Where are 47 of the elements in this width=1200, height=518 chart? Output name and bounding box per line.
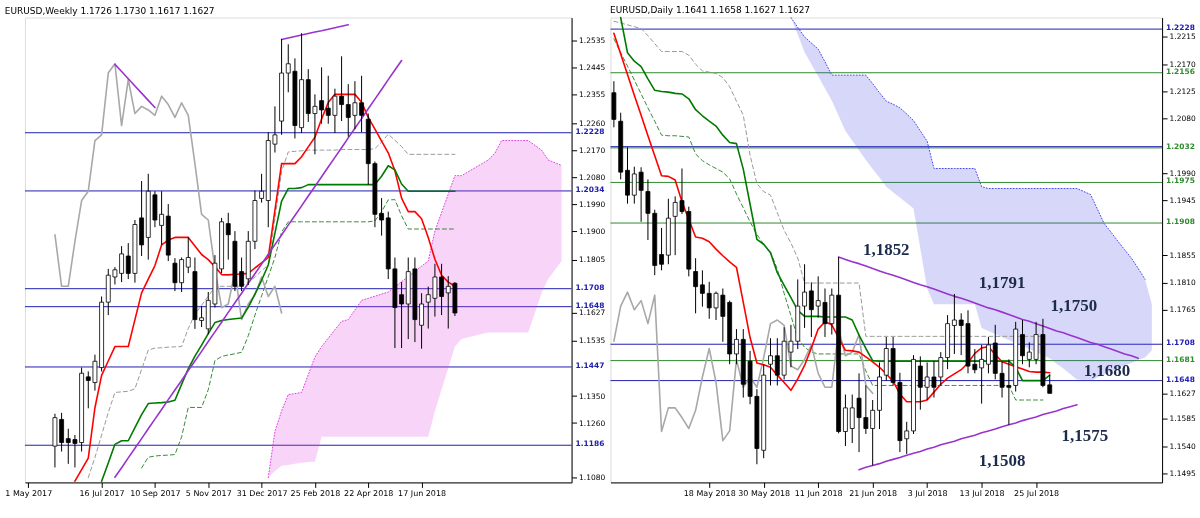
- candlestick: [225, 212, 231, 261]
- candlestick: [843, 394, 848, 447]
- chart-title: EURUSD,Daily 1.1641 1.1658 1.1627 1.1627: [609, 4, 811, 15]
- candlestick: [979, 344, 985, 405]
- line-series: [837, 256, 1140, 359]
- x-tick-label: 11 Jun 2018: [794, 488, 843, 498]
- candlestick: [259, 173, 264, 204]
- x-tick-label: 22 Apr 2018: [344, 488, 394, 498]
- line-series: [54, 62, 283, 321]
- x-tick-label: 25 Feb 2018: [290, 488, 341, 498]
- x-tick-label: 25 Jul 2018: [1014, 488, 1060, 498]
- annotation: 1,1508: [978, 451, 1026, 471]
- candlestick: [659, 227, 664, 271]
- candlestick: [693, 257, 698, 314]
- x-tick-label: 13 Jul 2018: [959, 488, 1005, 498]
- line-series: [114, 59, 403, 479]
- candlestick: [185, 236, 191, 274]
- x-tick-label: 31 Dec 2017: [236, 488, 288, 498]
- annotation: 1,1575: [1061, 425, 1109, 445]
- annotation: 1,1791: [978, 272, 1026, 292]
- candlestick: [734, 328, 739, 365]
- candlestick: [802, 263, 807, 329]
- candlestick: [870, 399, 876, 466]
- x-tick-label: 16 Jul 2017: [79, 488, 125, 498]
- annotation: 1,1852: [863, 239, 910, 259]
- candlestick: [1020, 319, 1025, 365]
- x-tick-label: 3 Jul 2018: [907, 488, 948, 498]
- candlestick: [768, 337, 773, 386]
- x-tick-label: 1 May 2017: [5, 488, 53, 498]
- chart-title: EURUSD,Weekly 1.1726 1.1730 1.1617 1.1627: [4, 5, 215, 16]
- line-series: [114, 63, 156, 109]
- candlestick: [808, 281, 814, 338]
- x-tick-label: 18 May 2018: [683, 488, 736, 498]
- annotation: 1,1750: [1050, 295, 1098, 315]
- line-series: [613, 291, 874, 442]
- x-tick-label: 17 Jun 2018: [398, 488, 447, 498]
- candlestick: [700, 269, 705, 308]
- line-series: [280, 23, 350, 41]
- annotation: 1,1680: [1083, 360, 1131, 380]
- candlestick: [917, 355, 923, 411]
- line-series: [141, 199, 456, 469]
- x-tick-label: 21 Jun 2018: [849, 488, 898, 498]
- x-tick-label: 5 Nov 2017: [185, 488, 232, 498]
- candlestick: [986, 336, 991, 374]
- candlestick: [951, 293, 957, 355]
- x-tick-label: 30 May 2018: [738, 488, 791, 498]
- x-tick-label: 10 Sep 2017: [130, 488, 181, 498]
